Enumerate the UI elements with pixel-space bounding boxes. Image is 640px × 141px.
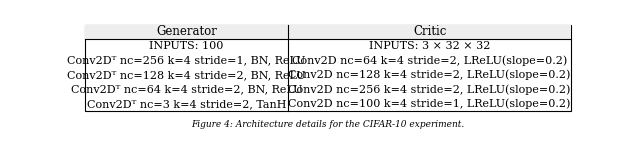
Text: Figure 4: Architecture details for the CIFAR-10 experiment.: Figure 4: Architecture details for the C…: [191, 120, 465, 129]
Text: Critic: Critic: [413, 25, 446, 38]
Text: Conv2Dᵀ nc=128 k=4 stride=2, BN, ReLU: Conv2Dᵀ nc=128 k=4 stride=2, BN, ReLU: [67, 70, 306, 80]
Text: INPUTS: 100: INPUTS: 100: [150, 41, 224, 51]
Bar: [85, 25, 571, 39]
Text: Conv2Dᵀ nc=64 k=4 stride=2, BN, ReLU: Conv2Dᵀ nc=64 k=4 stride=2, BN, ReLU: [71, 85, 302, 95]
Text: Conv2D nc=128 k=4 stride=2, LReLU(slope=0.2): Conv2D nc=128 k=4 stride=2, LReLU(slope=…: [289, 70, 571, 81]
Text: Conv2D nc=100 k=4 stride=1, LReLU(slope=0.2): Conv2D nc=100 k=4 stride=1, LReLU(slope=…: [289, 99, 571, 109]
Text: INPUTS: 3 × 32 × 32: INPUTS: 3 × 32 × 32: [369, 41, 490, 51]
Text: Conv2D nc=256 k=4 stride=2, LReLU(slope=0.2): Conv2D nc=256 k=4 stride=2, LReLU(slope=…: [289, 84, 571, 95]
Text: Conv2Dᵀ nc=3 k=4 stride=2, TanH: Conv2Dᵀ nc=3 k=4 stride=2, TanH: [87, 99, 286, 109]
Text: Generator: Generator: [156, 25, 217, 38]
Text: Conv2D nc=64 k=4 stride=2, LReLU(slope=0.2): Conv2D nc=64 k=4 stride=2, LReLU(slope=0…: [292, 55, 567, 66]
Bar: [85, 25, 571, 111]
Text: Conv2Dᵀ nc=256 k=4 stride=1, BN, ReLU: Conv2Dᵀ nc=256 k=4 stride=1, BN, ReLU: [67, 56, 306, 66]
